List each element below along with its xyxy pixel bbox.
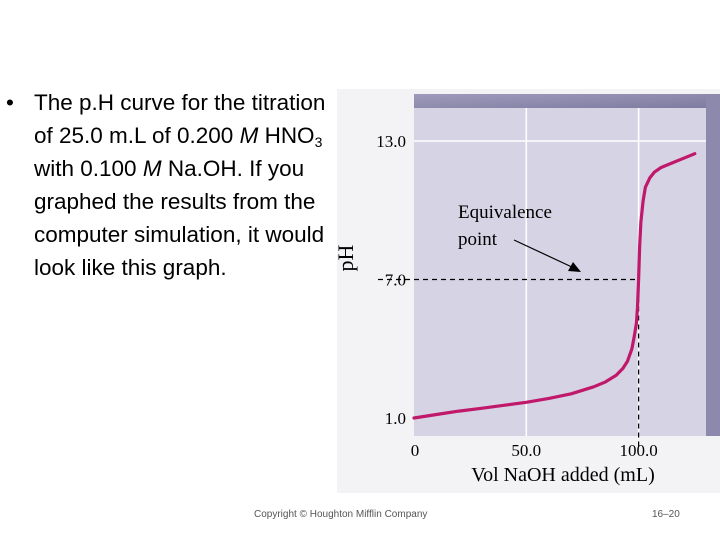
y-tick-label: 1.0 [385,409,406,428]
annotation-arrowhead [568,262,581,272]
bullet-text-part: with 0.100 [34,156,143,181]
x-tick-label: 0 [411,441,420,460]
bullet-text: The p.H curve for the titration of 25.0 … [34,86,342,284]
x-tick-label: 100.0 [619,441,657,460]
y-tick-label: 13.0 [376,132,406,151]
y-tick-label: 7.0 [385,271,406,290]
annotation-label-line2: point [458,229,498,250]
bullet-marker: • [6,90,14,115]
bullet-text-part: The p.H curve for the titration of 25.0 … [34,90,326,148]
x-axis-ticks: 0 50.0 100.0 [411,441,658,460]
chart-frame-right-bevel [706,94,720,436]
plot-area [414,108,706,436]
chart-frame-top-bevel [414,94,720,108]
footer-page-number: 16–20 [652,509,680,520]
footer-copyright: Copyright © Houghton Mifflin Company [254,509,428,520]
molarity-symbol: M [239,123,259,148]
ph-curve [412,152,697,420]
x-tick-label: 50.0 [511,441,541,460]
annotation-label-line1: Equivalence [458,202,552,223]
y-axis-label: pH [333,244,358,271]
x-axis-label: Vol NaOH added (mL) [471,464,654,486]
annotation-arrow [513,239,575,269]
subscript: 3 [314,134,323,150]
bullet-point: • The p.H curve for the titration of 25.… [6,86,342,284]
molarity-symbol: M [142,156,162,181]
bullet-text-part: Na.OH. If you graphed the results from t… [34,156,325,280]
y-axis-ticks: 1.0 7.0 13.0 [376,132,406,428]
bullet-text-part: HNO [258,123,315,148]
